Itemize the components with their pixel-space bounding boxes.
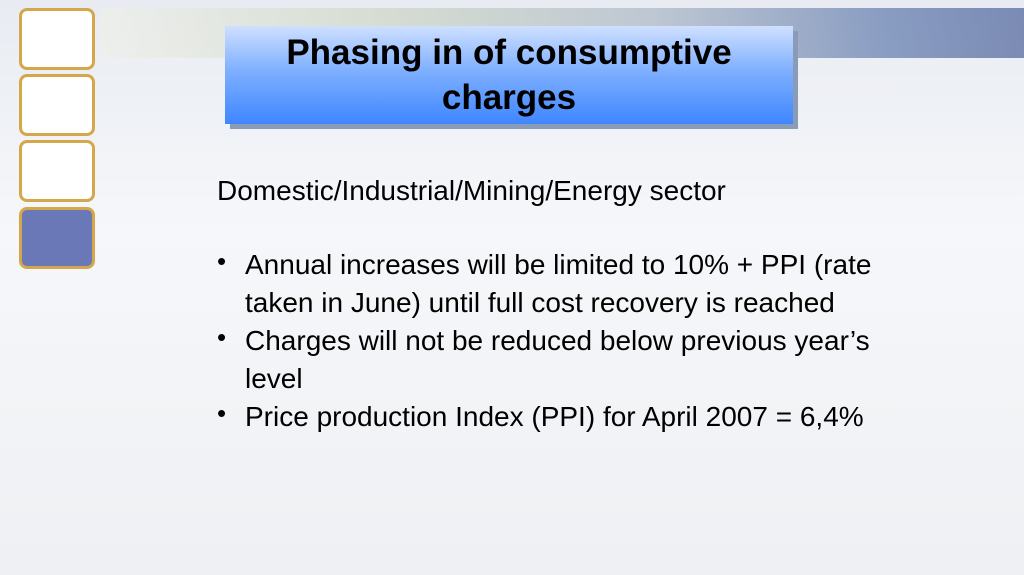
icon — [19, 8, 95, 70]
title: Phasing in of consumptive charges — [286, 32, 732, 118]
bullet: Charges will not be reduced below previo… — [217, 318, 917, 398]
body: Domestic/Industrial/Mining/Energy sector… — [217, 172, 917, 436]
heading: Domestic/Industrial/Mining/Energy sector — [217, 175, 726, 206]
bullet: Annual increases will be limited to 10% … — [217, 242, 917, 322]
bullet: Price production Index (PPI) for April 2… — [217, 394, 917, 436]
bullet-list: Annual increases will be limited to 10% … — [217, 242, 917, 436]
icon — [19, 74, 95, 136]
icon — [19, 207, 95, 269]
title-box: Phasing in of consumptive charges — [225, 26, 793, 124]
icon — [19, 140, 95, 202]
